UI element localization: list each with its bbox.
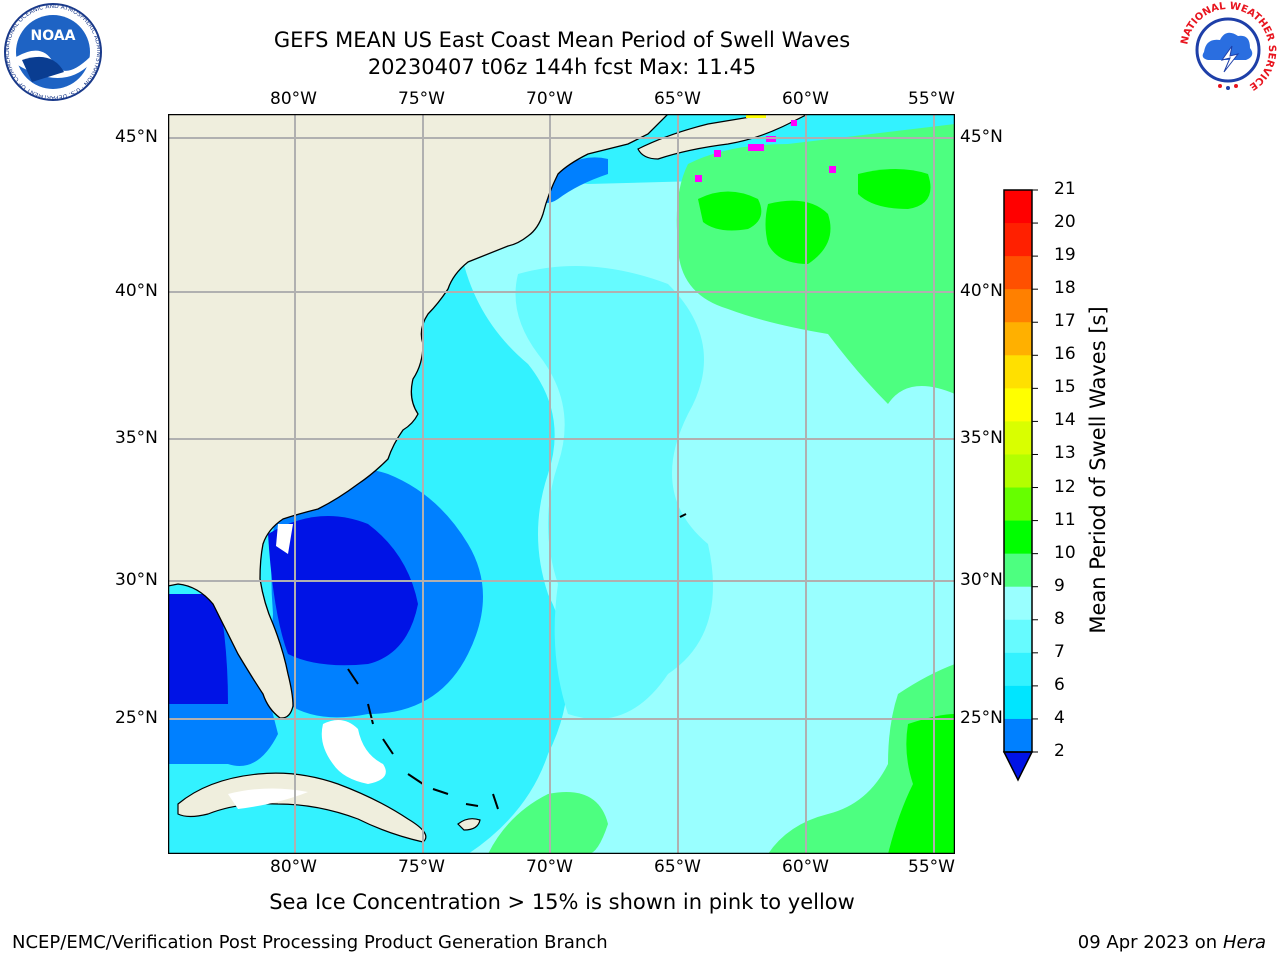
swell-zone-9-10s-south (488, 792, 608, 854)
colorbar-tick-label: 19 (1054, 245, 1076, 266)
land-nova-scotia (637, 114, 809, 160)
colorbar (1002, 189, 1038, 782)
lat-label-left-40n: 40°N (115, 281, 158, 301)
colorbar-tick-label: 17 (1054, 311, 1076, 332)
colorbar-tick-label: 12 (1054, 476, 1076, 497)
shallow-bank-cuba (228, 788, 308, 809)
footer-date-text: 09 Apr 2023 on (1077, 932, 1223, 953)
colorbar-segment (1004, 619, 1032, 654)
colorbar-segment (1004, 652, 1032, 687)
swell-zone-10-11s-north (698, 191, 762, 231)
swell-period-map (168, 114, 955, 854)
colorbar-title: Mean Period of Swell Waves [s] (1086, 306, 1110, 634)
lat-label-left-45n: 45°N (115, 127, 158, 147)
colorbar-segment (1004, 355, 1032, 389)
lat-label-right-30n: 30°N (960, 570, 1003, 590)
swell-zone-10-11s-east (888, 714, 955, 854)
swell-zone-4-6s-north (533, 157, 608, 203)
colorbar-segment (1004, 421, 1032, 455)
sea-ice-caption: Sea Ice Concentration > 15% is shown in … (269, 890, 855, 914)
land-hispaniola (457, 818, 481, 831)
colorbar-tick-label: 16 (1054, 344, 1076, 365)
swell-zone-10-11s-north2 (765, 200, 831, 264)
lon-label-top-80w: 80°W (270, 89, 317, 109)
lon-label-top-75w: 75°W (398, 89, 445, 109)
colorbar-tick-label: 14 (1054, 410, 1076, 431)
swell-zone-2-4s-west (168, 594, 228, 704)
lat-label-right-45n: 45°N (960, 127, 1003, 147)
map-frame (168, 114, 955, 854)
chart-title: GEFS MEAN US East Coast Mean Period of S… (273, 28, 851, 52)
colorbar-tick-label: 21 (1054, 179, 1076, 199)
colorbar-extend-arrow (1002, 751, 1034, 782)
lon-label-bottom-55w: 55°W (908, 857, 955, 877)
colorbar-segment (1004, 553, 1032, 588)
colorbar-segment (1004, 223, 1032, 257)
colorbar-tick-label: 6 (1054, 674, 1065, 695)
chart-subtitle: 20230407 t06z 144h fcst Max: 11.45 (367, 55, 757, 79)
swell-zone-7-8s (515, 266, 713, 719)
colorbar-segment (1004, 586, 1032, 621)
colorbar-tick-label: 18 (1054, 278, 1076, 299)
colorbar-segment (1004, 718, 1032, 753)
shallow-bank-bahamas (321, 720, 386, 784)
colorbar-tick-label: 8 (1054, 608, 1065, 629)
map-gridlines (168, 114, 955, 854)
colorbar-segment (1004, 685, 1032, 720)
footer-credit: NCEP/EMC/Verification Post Processing Pr… (12, 932, 608, 953)
colorbar-tick-label: 10 (1054, 542, 1076, 563)
colorbar-segment (1004, 454, 1032, 489)
colorbar-tick-label: 9 (1054, 575, 1065, 596)
colorbar-segment (1004, 322, 1032, 356)
lat-label-right-40n: 40°N (960, 281, 1003, 301)
noaa-logo: NATIONAL OCEANIC AND ATMOSPHERIC ADMINIS… (2, 2, 102, 101)
land-north-america (168, 114, 669, 719)
lat-label-left-30n: 30°N (115, 570, 158, 590)
lon-label-top-65w: 65°W (654, 89, 701, 109)
colorbar-segment (1004, 388, 1032, 422)
noaa-wordmark: NOAA (31, 28, 76, 44)
colorbar-segment (1004, 487, 1032, 522)
colorbar-segment (1004, 190, 1032, 224)
land-bahamas (347, 668, 499, 810)
lon-label-bottom-75w: 75°W (398, 857, 445, 877)
lon-label-top-70w: 70°W (526, 89, 573, 109)
colorbar-tick-label: 7 (1054, 641, 1065, 662)
sea-ice-yellow (746, 114, 766, 118)
colorbar-segment (1004, 256, 1032, 290)
colorbar-outline (1003, 189, 1033, 753)
lat-label-left-35n: 35°N (115, 428, 158, 448)
lat-label-left-25n: 25°N (115, 708, 158, 728)
colorbar-tick-label: 11 (1054, 509, 1076, 530)
lat-label-right-25n: 25°N (960, 708, 1003, 728)
lon-label-bottom-65w: 65°W (654, 857, 701, 877)
nws-logo: NATIONAL WEATHER SERVICE (1179, 1, 1277, 99)
colorbar-tick-label: 13 (1054, 443, 1076, 464)
colorbar-tick-label: 20 (1054, 212, 1076, 233)
colorbar-tick-label: 15 (1054, 377, 1076, 398)
footer-date: 09 Apr 2023 on Hera (1078, 932, 1266, 953)
lon-label-bottom-80w: 80°W (270, 857, 317, 877)
footer-machine: Hera (1222, 932, 1266, 953)
shallow-bank-florida (276, 524, 293, 554)
lat-label-right-35n: 35°N (960, 428, 1003, 448)
land-bermuda (679, 513, 687, 518)
colorbar-tick-label: 2 (1054, 741, 1065, 761)
swell-zone-2-4s (268, 516, 418, 666)
colorbar-segment (1004, 520, 1032, 555)
lon-label-bottom-70w: 70°W (526, 857, 573, 877)
swell-zone-10-11s-north3 (858, 169, 931, 209)
lon-label-top-55w: 55°W (908, 89, 955, 109)
colorbar-tick-label: 4 (1054, 707, 1065, 728)
lon-label-top-60w: 60°W (782, 89, 829, 109)
colorbar-segment (1004, 289, 1032, 323)
lon-label-bottom-60w: 60°W (782, 857, 829, 877)
